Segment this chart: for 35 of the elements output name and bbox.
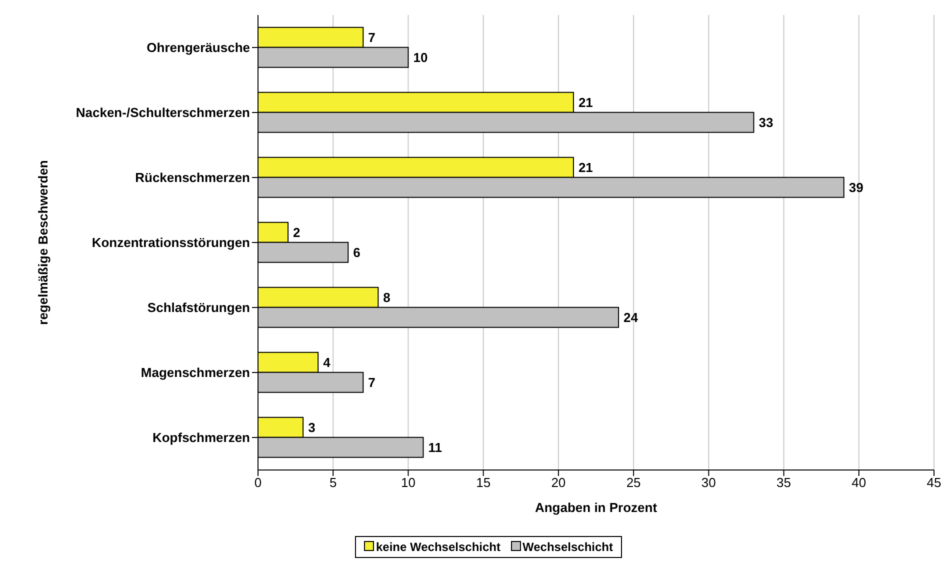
x-tick-label: 25 xyxy=(626,475,641,490)
data-label: 39 xyxy=(848,180,864,195)
y-tick-label: Rückenschmerzen xyxy=(135,170,250,186)
data-label: 21 xyxy=(578,160,593,175)
data-label: 10 xyxy=(413,50,428,65)
data-label: 6 xyxy=(353,244,360,260)
y-tick-label: Konzentrationsstörungen xyxy=(92,235,250,250)
data-label: 7 xyxy=(368,374,376,390)
data-label: 3 xyxy=(308,420,316,435)
data-label: 33 xyxy=(758,114,774,130)
data-label: 8 xyxy=(383,290,390,305)
x-tick-label: 35 xyxy=(776,475,792,490)
data-label: 24 xyxy=(624,310,639,325)
y-tick-label: Magenschmerzen xyxy=(140,365,250,380)
y-tick-label: Ohrengeräusche xyxy=(146,40,250,56)
y-tick-label: Schlafstörungen xyxy=(147,300,250,316)
x-tick-label: 40 xyxy=(852,475,866,490)
data-label: 2 xyxy=(293,224,300,240)
y-tick-label: Kopfschmerzen xyxy=(152,430,250,446)
x-tick-label: 5 xyxy=(329,475,337,490)
x-tick-label: 30 xyxy=(701,475,716,490)
x-tick-label: 0 xyxy=(254,475,262,490)
x-tick-label: 45 xyxy=(926,475,942,490)
x-tick-label: 10 xyxy=(400,475,416,490)
data-label: 4 xyxy=(323,354,332,370)
x-tick-label: 20 xyxy=(551,475,566,490)
y-axis-title: regelmäßige Beschwerden xyxy=(36,160,51,325)
legend-label: Wechselschicht xyxy=(522,540,613,554)
legend-label: keine Wechselschicht xyxy=(375,540,500,554)
x-axis-title: Angaben in Prozent xyxy=(534,500,658,515)
data-label: 7 xyxy=(368,30,376,45)
data-label: 21 xyxy=(578,94,593,110)
x-tick-label: 15 xyxy=(476,475,491,490)
y-tick-label: Nacken-/Schulterschmerzen xyxy=(76,105,250,120)
data-label: 11 xyxy=(428,440,442,455)
